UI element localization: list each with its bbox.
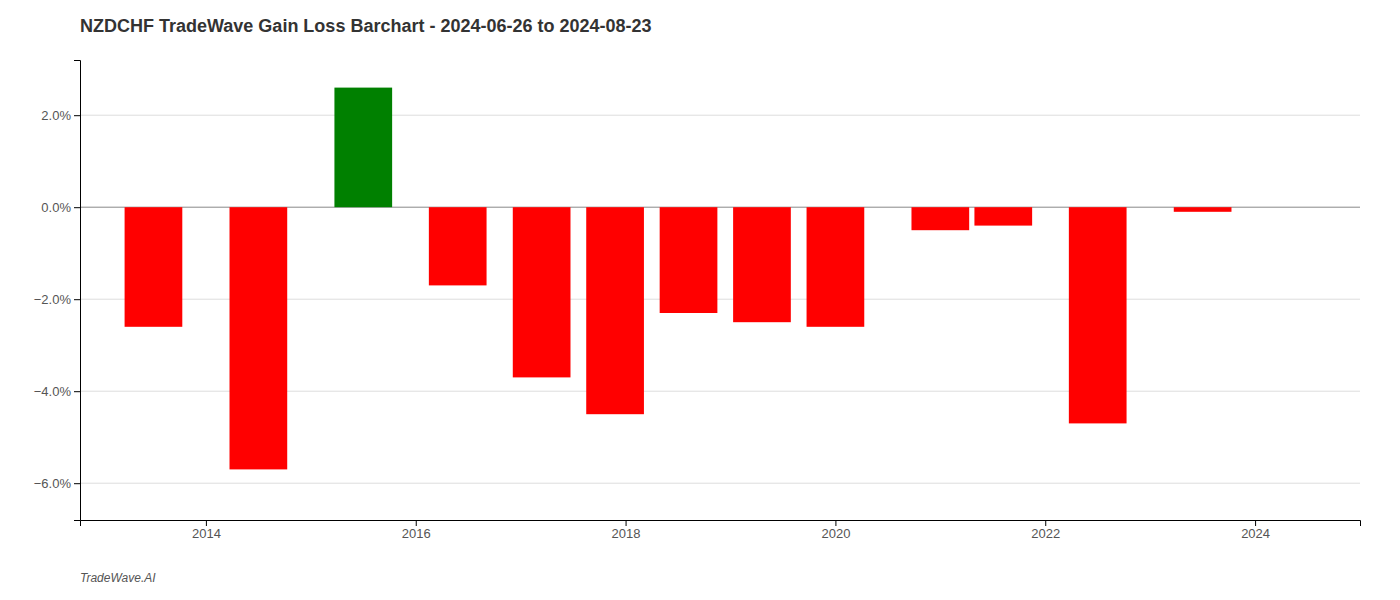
tick-mark [74,207,80,208]
bar [1069,207,1127,423]
tick-mark [416,520,417,526]
bar [230,207,288,469]
bar [513,207,571,377]
x-tick: 2016 [402,520,431,541]
bars [125,88,1232,470]
bar [974,207,1032,225]
y-tick: −6.0% [34,476,80,491]
x-tick: 2018 [612,520,641,541]
grid [80,115,1360,483]
bar [911,207,969,230]
y-tick: −4.0% [34,384,80,399]
bar [1174,207,1232,212]
tick-label: 2024 [1241,526,1270,541]
y-tick: −2.0% [34,292,80,307]
grid-line [80,115,1360,116]
tick-mark [74,483,80,484]
tick-mark [626,520,627,526]
y-tick: 0.0% [41,200,80,215]
x-axis: 2014 2016 2018 2020 2022 2024 [81,520,1361,541]
tick-label: 2.0% [41,108,71,123]
tick-label: 2014 [192,526,221,541]
y-axis: −6.0% −4.0% −2.0% 0.0% 2.0% [34,61,81,521]
tick-mark [74,115,80,116]
x-tick: 2022 [1031,520,1060,541]
chart: 2014 2016 2018 2020 2022 2024 −6.0% −4.0% −2.0% 0… [0,0,1400,600]
tick-label: −2.0% [34,292,72,307]
y-tick: 2.0% [41,108,80,123]
x-tick: 2020 [821,520,850,541]
tick-label: −4.0% [34,384,72,399]
tick-label: 2016 [402,526,431,541]
tick-label: 2018 [612,526,641,541]
tick-mark [1255,520,1256,526]
tick-label: 2020 [821,526,850,541]
tick-label: 2022 [1031,526,1060,541]
bar [334,88,392,208]
tick-mark [74,391,80,392]
tick-mark [74,299,80,300]
axis-line [74,61,81,521]
tick-mark [835,520,836,526]
tick-mark [1045,520,1046,526]
bar [807,207,865,327]
bar [586,207,644,414]
annotation: TradeWave.AI [80,571,156,585]
tick-label: −6.0% [34,476,72,491]
axis-line [81,521,1361,527]
title: NZDCHF TradeWave Gain Loss Barchart - 20… [80,16,652,36]
tick-mark [206,520,207,526]
grid-line [80,483,1360,484]
bar [660,207,718,313]
tick-label: 0.0% [41,200,71,215]
bar [125,207,183,327]
bar [429,207,487,285]
bar [733,207,791,322]
x-tick: 2024 [1241,520,1270,541]
x-tick: 2014 [192,520,221,541]
plot: 2014 2016 2018 2020 2022 2024 −6.0% −4.0% −2.0% 0… [34,61,1361,542]
